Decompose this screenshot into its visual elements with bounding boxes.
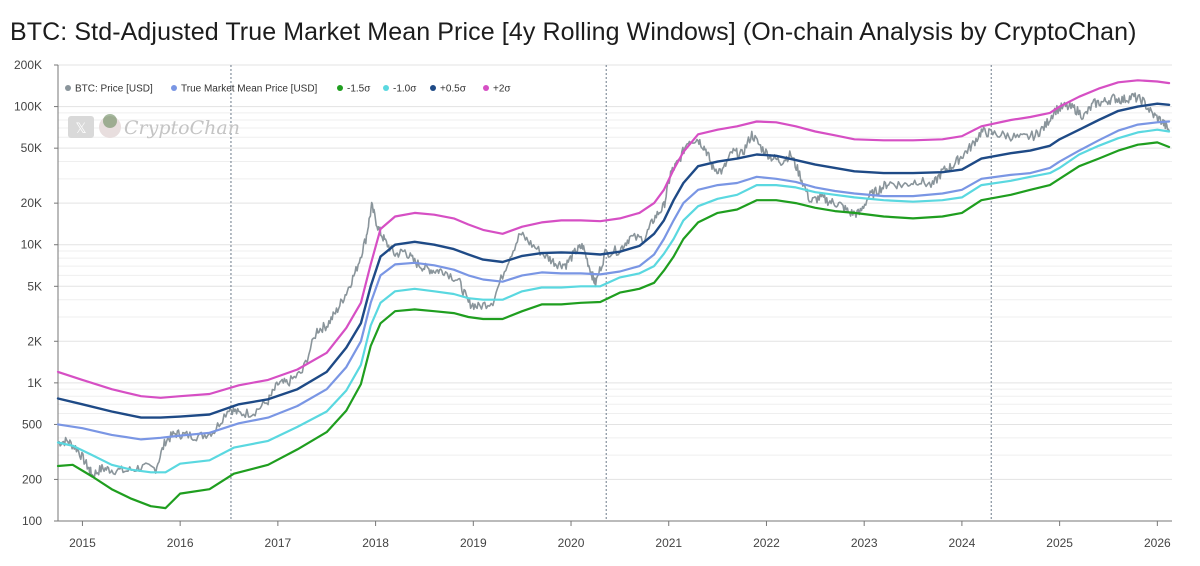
y-tick-label: 50K [21, 141, 42, 155]
y-tick-label: 200K [14, 58, 42, 72]
y-tick-label: 500 [22, 417, 42, 431]
watermark-text: CryptoChan [124, 117, 240, 139]
series-layer [58, 80, 1169, 508]
legend-marker [483, 85, 489, 91]
x-logo-glyph: 𝕏 [75, 121, 86, 137]
y-tick-label: 100 [22, 514, 42, 528]
x-tick-label: 2024 [949, 536, 976, 550]
y-tick-label: 5K [27, 279, 42, 293]
series-line-0 [58, 93, 1169, 477]
legend-marker [430, 85, 436, 91]
legend-label: BTC: Price [USD] [75, 84, 153, 95]
legend-label: True Market Mean Price [USD] [181, 84, 318, 95]
legend-label: +2σ [493, 84, 511, 95]
x-tick-label: 2020 [558, 536, 585, 550]
legend-marker [337, 85, 343, 91]
x-tick-label: 2017 [265, 536, 292, 550]
y-tick-label: 2K [27, 334, 42, 348]
mascot-hair-icon [103, 114, 117, 128]
x-tick-label: 2025 [1046, 536, 1073, 550]
legend: BTC: Price [USD] True Market Mean Price [… [65, 84, 511, 95]
y-tick-label: 10K [21, 238, 42, 252]
y-tick-label: 1K [27, 376, 42, 390]
watermark: 𝕏 CryptoChan [68, 114, 240, 139]
legend-label: -1.5σ [347, 84, 371, 95]
chart: 100 200 500 1K 2K 5K 10K 20K 50K 100K 200K 2015 2016… [0, 0, 1200, 566]
series-line-3 [58, 130, 1169, 473]
series-line-4 [58, 104, 1169, 418]
legend-marker [65, 85, 71, 91]
y-tick-label: 200 [22, 472, 42, 486]
legend-marker [383, 85, 389, 91]
x-tick-label: 2022 [753, 536, 780, 550]
x-tick-label: 2021 [655, 536, 682, 550]
legend-label: +0.5σ [440, 84, 467, 95]
x-tick-label: 2016 [167, 536, 194, 550]
x-tick-label: 2015 [69, 536, 96, 550]
x-tick-label: 2019 [460, 536, 487, 550]
legend-label: -1.0σ [393, 84, 417, 95]
y-tick-label: 100K [14, 100, 42, 114]
x-tick-label: 2026 [1144, 536, 1171, 550]
x-tick-label: 2023 [851, 536, 878, 550]
x-tick-label: 2018 [362, 536, 389, 550]
legend-marker [171, 85, 177, 91]
y-tick-label: 20K [21, 196, 42, 210]
